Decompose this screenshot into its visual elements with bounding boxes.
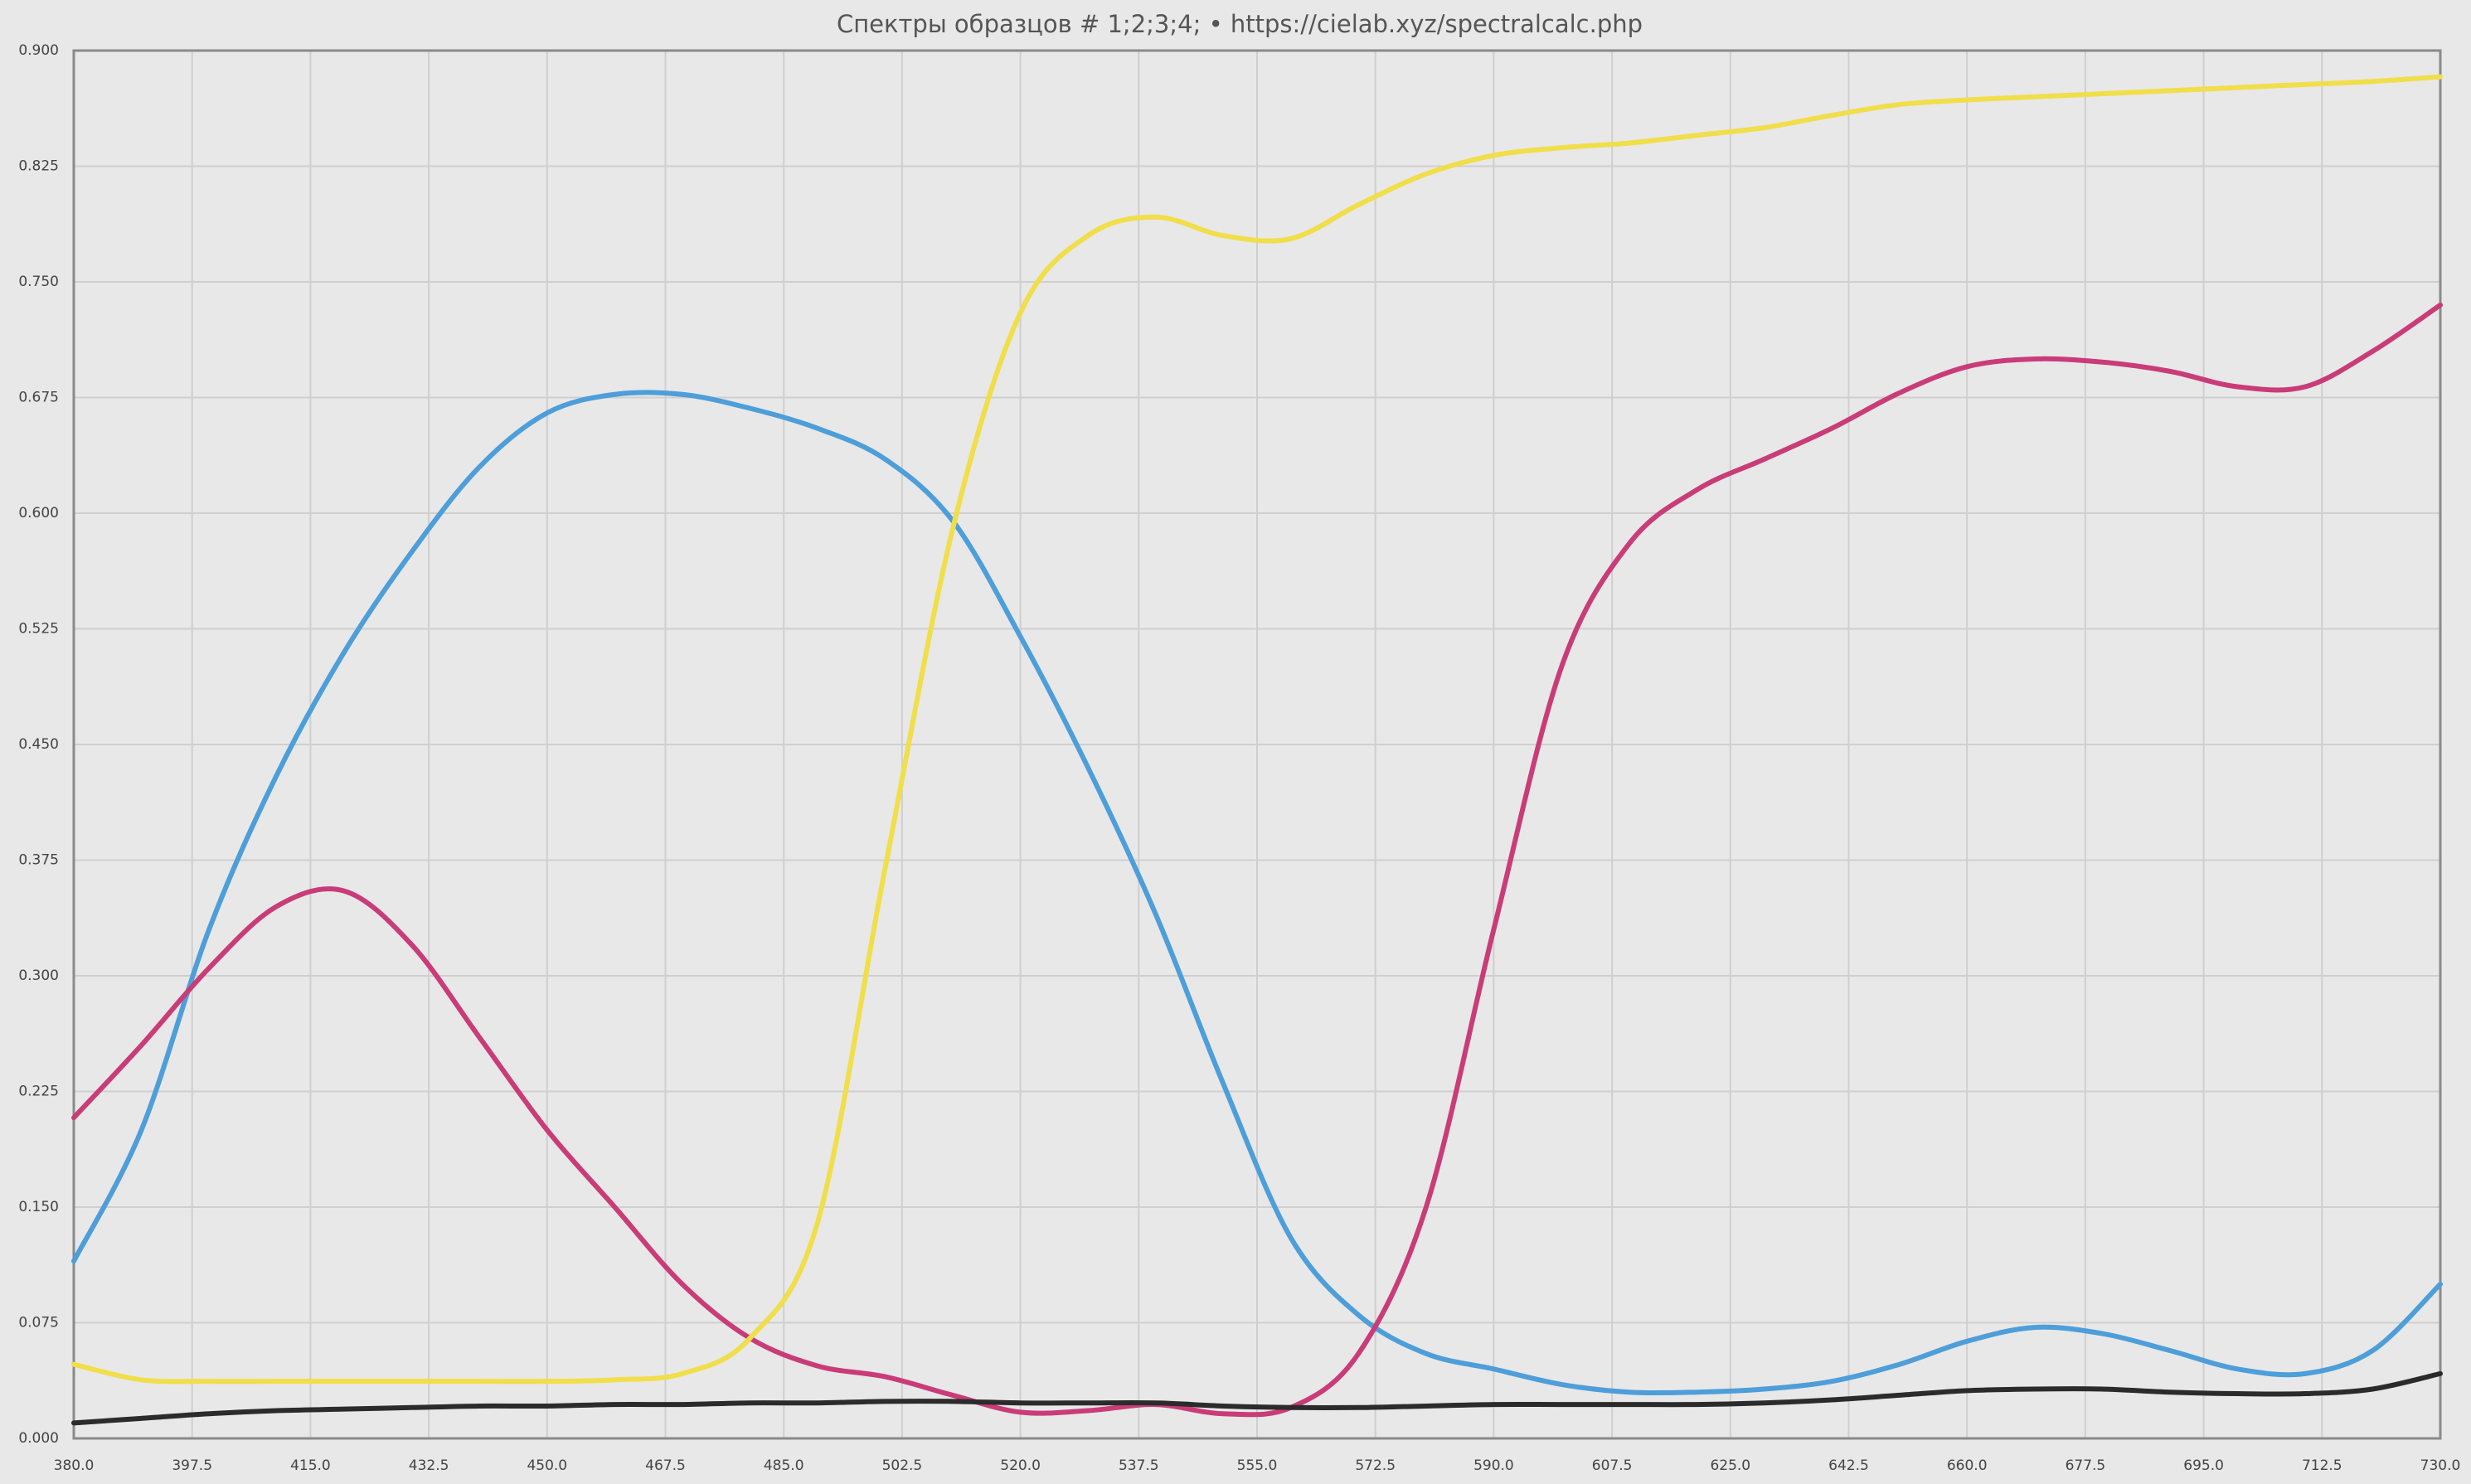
chart-title: Спектры образцов # 1;2;3;4; • https://ci… bbox=[837, 10, 1643, 38]
x-tick-label: 590.0 bbox=[1473, 1457, 1514, 1474]
x-tick-label: 642.5 bbox=[1828, 1457, 1869, 1474]
y-tick-label: 0.750 bbox=[18, 274, 59, 290]
y-tick-label: 0.525 bbox=[18, 621, 59, 638]
y-tick-label: 0.600 bbox=[18, 505, 59, 521]
x-tick-label: 397.5 bbox=[172, 1457, 212, 1474]
x-tick-label: 695.0 bbox=[2183, 1457, 2224, 1474]
plot-frame bbox=[72, 49, 2442, 1440]
x-tick-label: 520.0 bbox=[1000, 1457, 1041, 1474]
x-tick-label: 730.0 bbox=[2420, 1457, 2461, 1474]
y-tick-label: 0.825 bbox=[18, 158, 59, 175]
series-line bbox=[71, 1370, 2443, 1426]
x-tick-label: 415.0 bbox=[290, 1457, 331, 1474]
y-tick-label: 0.300 bbox=[18, 968, 59, 984]
x-tick-label: 712.5 bbox=[2302, 1457, 2342, 1474]
y-tick-label: 0.000 bbox=[18, 1430, 59, 1447]
y-tick-label: 0.150 bbox=[18, 1199, 59, 1215]
x-tick-label: 467.5 bbox=[645, 1457, 686, 1474]
x-tick-label: 485.0 bbox=[764, 1457, 804, 1474]
x-tick-label: 450.0 bbox=[527, 1457, 567, 1474]
x-tick-label: 607.5 bbox=[1592, 1457, 1633, 1474]
x-tick-label: 625.0 bbox=[1710, 1457, 1750, 1474]
x-tick-label: 660.0 bbox=[1947, 1457, 1988, 1474]
series-line bbox=[71, 74, 2443, 1385]
x-tick-label: 432.5 bbox=[409, 1457, 449, 1474]
y-tick-label: 0.225 bbox=[18, 1084, 59, 1100]
x-tick-label: 502.5 bbox=[882, 1457, 923, 1474]
series-line bbox=[71, 390, 2443, 1396]
x-tick-label: 572.5 bbox=[1355, 1457, 1396, 1474]
y-tick-label: 0.675 bbox=[18, 390, 59, 406]
x-tick-label: 677.5 bbox=[2066, 1457, 2106, 1474]
x-tick-label: 537.5 bbox=[1119, 1457, 1159, 1474]
y-tick-label: 0.900 bbox=[18, 42, 59, 59]
x-tick-label: 555.0 bbox=[1237, 1457, 1278, 1474]
y-tick-label: 0.075 bbox=[18, 1315, 59, 1331]
x-tick-label: 380.0 bbox=[54, 1457, 95, 1474]
y-tick-label: 0.450 bbox=[18, 736, 59, 753]
y-tick-label: 0.375 bbox=[18, 852, 59, 869]
